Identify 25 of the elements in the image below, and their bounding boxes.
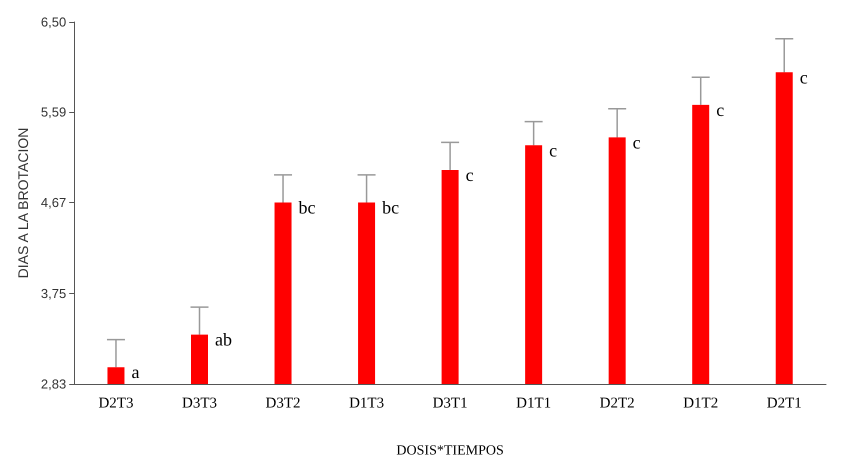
data-label: ab: [215, 330, 232, 350]
y-tick-label: 2,83: [40, 376, 66, 392]
data-label: a: [131, 362, 140, 382]
data-label: c: [632, 132, 641, 152]
data-label: bc: [298, 198, 316, 218]
y-tick-label: 4,67: [40, 195, 66, 210]
y-axis-title: DIAS A LA BROTACION: [15, 128, 31, 278]
y-tick-label: 3,75: [40, 286, 66, 301]
x-tick-label: D3T2: [266, 396, 301, 412]
data-label: c: [549, 140, 558, 160]
data-label: bc: [382, 198, 400, 218]
y-tick-label: 5,59: [40, 104, 66, 120]
data-label: c: [466, 164, 474, 185]
y-tick-label: 6,50: [40, 14, 66, 30]
x-tick-label: D3T3: [182, 396, 217, 412]
x-tick-label: D3T1: [432, 396, 468, 412]
data-label: c: [716, 100, 724, 120]
x-tick-label: D1T2: [683, 396, 718, 412]
x-axis-title: DOSIS*TIEMPOS: [396, 444, 504, 458]
x-tick-label: D2T1: [766, 396, 802, 412]
x-tick-label: D1T3: [349, 396, 384, 412]
x-tick-label: D2T2: [600, 396, 635, 412]
x-tick-label: D1T1: [516, 396, 552, 412]
x-tick-label: D2T3: [98, 396, 134, 412]
data-label: c: [800, 67, 808, 88]
